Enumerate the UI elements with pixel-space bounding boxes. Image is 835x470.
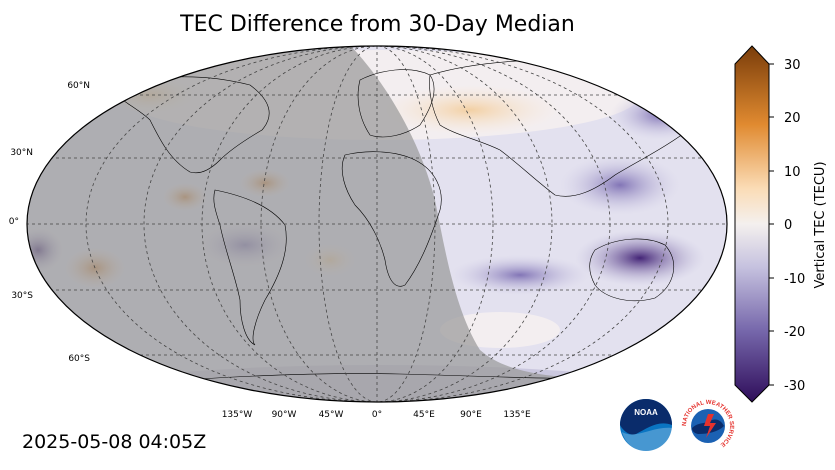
lon-label-90w: 90°W [272, 410, 297, 420]
colorbar-label: Vertical TEC (TECU) [813, 161, 828, 288]
colorbar-tick-20: 20 [784, 111, 801, 126]
lat-label-60s: 60°S [68, 354, 90, 364]
nws-logo: NATIONAL WEATHER SERVICE [680, 398, 736, 454]
chart-title: TEC Difference from 30-Day Median [180, 12, 575, 37]
lat-label-30s: 30°S [11, 291, 33, 301]
lon-label-0: 0° [372, 410, 382, 420]
lon-label-45w: 45°W [319, 410, 344, 420]
colorbar-tick-30: 30 [784, 58, 801, 73]
colorbar-tick-minus30: -30 [784, 379, 805, 394]
lon-label-135e: 135°E [503, 410, 531, 420]
tec-field-europe-positive [380, 85, 560, 135]
colorbar-tick-10: 10 [784, 165, 801, 180]
timestamp: 2025-05-08 04:05Z [22, 431, 207, 453]
night-terminator-shade [27, 46, 727, 402]
lon-label-45e: 45°E [413, 410, 435, 420]
colorbar-tick-minus10: -10 [784, 272, 805, 287]
lat-label-30n: 30°N [10, 148, 33, 158]
lat-label-60n: 60°N [67, 81, 90, 91]
lon-label-90e: 90°E [460, 410, 482, 420]
colorbar-tick-minus20: -20 [784, 325, 805, 340]
colorbar-tick-0: 0 [784, 218, 792, 233]
colorbar-gradient [734, 45, 770, 403]
noaa-logo: NOAA [620, 399, 672, 451]
noaa-logo-text: NOAA [634, 408, 658, 417]
lat-label-0: 0° [9, 217, 19, 227]
lon-label-135w: 135°W [222, 410, 253, 420]
tec-field-asia-negative [560, 155, 680, 215]
graticule [27, 46, 727, 402]
tec-field-indian-ocean-negative [450, 255, 590, 295]
globe-outline [26, 45, 728, 403]
